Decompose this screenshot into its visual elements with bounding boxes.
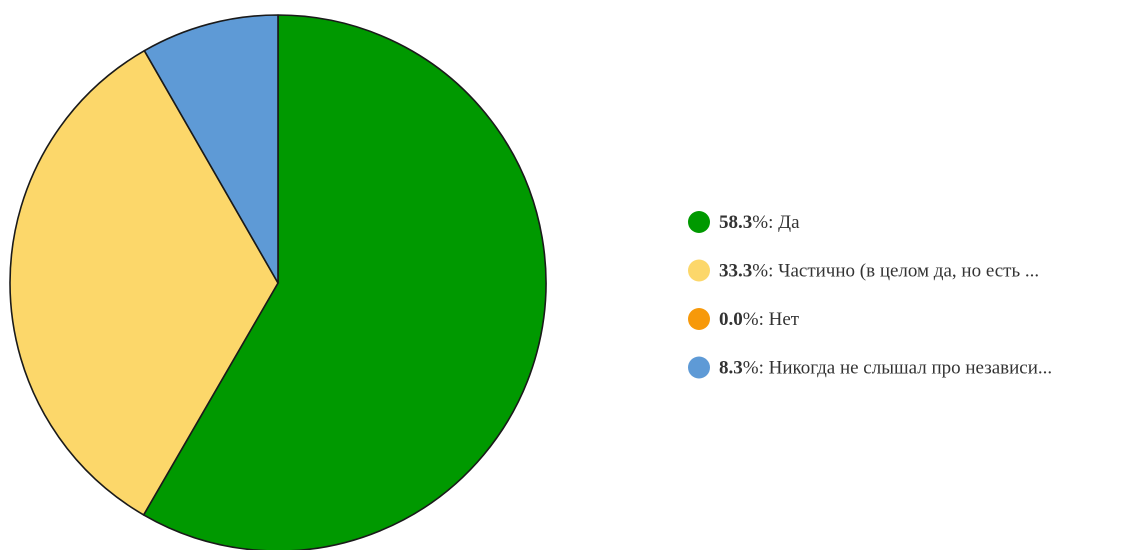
legend-item-0[interactable]: 58.3%: Да <box>688 211 800 233</box>
legend-marker <box>688 356 710 379</box>
legend-category: %: Никогда не слышал про независи... <box>743 358 1052 379</box>
legend-marker <box>688 308 710 330</box>
legend-label: 33.3%: Частично (в целом да, но есть ... <box>719 261 1039 282</box>
legend-item-2[interactable]: 0.0%: Нет <box>688 308 800 330</box>
legend-percent: 8.3 <box>719 358 743 379</box>
legend-percent: 33.3 <box>719 261 752 282</box>
legend-item-1[interactable]: 33.3%: Частично (в целом да, но есть ... <box>688 259 1039 282</box>
pie-slice-3[interactable] <box>143 14 279 284</box>
legend-label: 8.3%: Никогда не слышал про независи... <box>719 358 1052 379</box>
legend-item-3[interactable]: 8.3%: Никогда не слышал про независи... <box>688 356 1052 379</box>
legend-category: %: Да <box>752 212 800 233</box>
legend-label: 58.3%: Да <box>719 212 800 233</box>
legend-marker <box>688 211 710 233</box>
legend-category: %: Частично (в целом да, но есть ... <box>752 261 1039 282</box>
legend-category: %: Нет <box>743 309 800 330</box>
pie-slices <box>9 14 547 550</box>
legend-percent: 0.0 <box>719 309 743 330</box>
legend-label: 0.0%: Нет <box>719 309 800 330</box>
legend-marker <box>688 259 710 282</box>
pie-slice-0[interactable] <box>142 14 547 550</box>
legend-percent: 58.3 <box>719 212 752 233</box>
legend: 58.3%: Да 33.3%: Частично (в целом да, но… <box>688 211 1052 379</box>
